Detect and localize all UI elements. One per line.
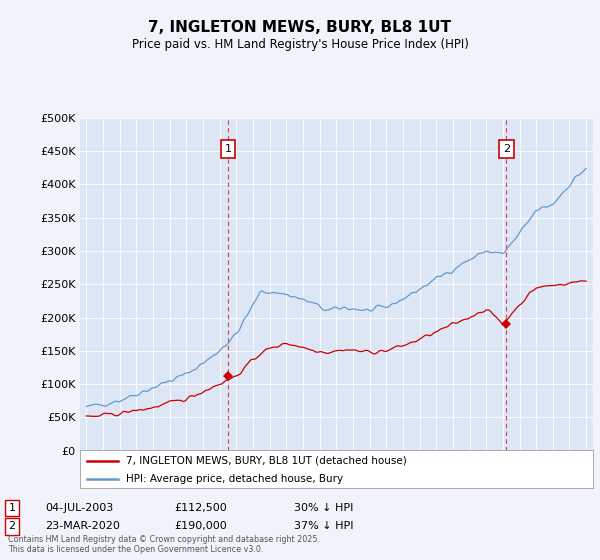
Text: 2: 2 (503, 144, 510, 154)
Text: 1: 1 (224, 144, 232, 154)
Text: HPI: Average price, detached house, Bury: HPI: Average price, detached house, Bury (126, 474, 343, 484)
Text: 37% ↓ HPI: 37% ↓ HPI (294, 521, 353, 531)
Text: 7, INGLETON MEWS, BURY, BL8 1UT (detached house): 7, INGLETON MEWS, BURY, BL8 1UT (detache… (126, 455, 407, 465)
Text: 1: 1 (8, 503, 16, 513)
Text: 30% ↓ HPI: 30% ↓ HPI (294, 503, 353, 513)
Text: £112,500: £112,500 (174, 503, 227, 513)
Text: £190,000: £190,000 (174, 521, 227, 531)
Text: Contains HM Land Registry data © Crown copyright and database right 2025.
This d: Contains HM Land Registry data © Crown c… (8, 535, 320, 554)
Text: 2: 2 (8, 521, 16, 531)
Text: 04-JUL-2003: 04-JUL-2003 (45, 503, 113, 513)
Text: Price paid vs. HM Land Registry's House Price Index (HPI): Price paid vs. HM Land Registry's House … (131, 38, 469, 51)
Text: 7, INGLETON MEWS, BURY, BL8 1UT: 7, INGLETON MEWS, BURY, BL8 1UT (149, 20, 452, 35)
Text: 23-MAR-2020: 23-MAR-2020 (45, 521, 120, 531)
